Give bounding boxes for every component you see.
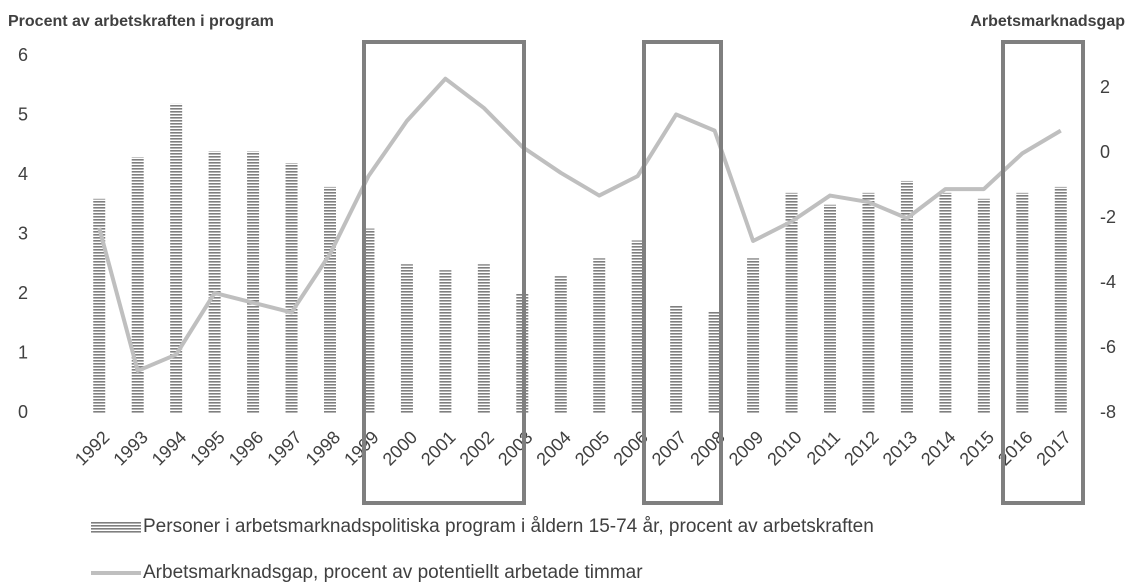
line [97, 76, 1062, 373]
x-tick-label: 1993 [109, 427, 151, 469]
y-axis-title: Procent av arbetskraften i program [8, 13, 274, 30]
y2-tick-label: -2 [1100, 207, 1116, 227]
x-tick-label: 2011 [803, 427, 845, 469]
x-tick-label: 2009 [725, 427, 767, 469]
y-tick-label: 2 [18, 283, 28, 303]
x-tick-label: 1995 [186, 427, 228, 469]
y2-axis-title: Arbetsmarknadsgap [970, 13, 1125, 30]
x-tick-label: 1992 [71, 427, 113, 469]
x-tick-label: 2007 [648, 427, 690, 469]
x-tick-label: 2012 [840, 427, 882, 469]
bar [1016, 192, 1029, 413]
y-tick-label: 6 [18, 45, 28, 65]
y2-tick-label: 0 [1100, 142, 1110, 162]
bar [400, 264, 413, 413]
legend-swatch [91, 521, 141, 533]
bar [477, 264, 490, 413]
x-tick-label: 1998 [302, 427, 344, 469]
highlight-box [362, 40, 526, 505]
bar [862, 192, 875, 413]
legend-label: Arbetsmarknadsgap, procent av potentiell… [143, 562, 643, 583]
x-tick-label: 2005 [571, 427, 613, 469]
bar [824, 204, 836, 413]
x-tick-label: 2000 [379, 427, 421, 469]
y2-tick-label: -6 [1100, 337, 1116, 357]
y2-tick-label: 2 [1100, 77, 1110, 97]
x-tick-label: 2016 [994, 427, 1036, 469]
y-tick-label: 0 [18, 402, 28, 422]
bar [747, 258, 760, 413]
bar [785, 192, 798, 413]
x-tick-label: 2001 [417, 427, 459, 469]
bar [1054, 186, 1067, 413]
highlight-boxes [362, 40, 1085, 505]
x-tick-label: 2014 [917, 427, 959, 469]
x-tick-label: 2003 [494, 427, 536, 469]
bar [170, 103, 183, 413]
bar [977, 198, 990, 413]
bar [324, 186, 336, 413]
bar [708, 311, 721, 413]
bar [208, 151, 221, 413]
x-tick-label: 2002 [456, 427, 498, 469]
x-tick-label: 1997 [263, 427, 305, 469]
bar [93, 198, 106, 413]
x-tick-label: 1996 [225, 427, 267, 469]
bar [593, 258, 606, 413]
x-tick-label: 2017 [1032, 427, 1074, 469]
y2-tick-label: -8 [1100, 402, 1116, 422]
bar [439, 270, 452, 413]
y-tick-label: 5 [18, 104, 28, 124]
x-tick-label: 2015 [956, 427, 998, 469]
x-tick-label: 1994 [148, 427, 190, 469]
bar [631, 240, 644, 413]
highlight-box [642, 40, 723, 505]
x-tick-label: 2010 [763, 427, 805, 469]
bar [939, 192, 952, 413]
x-tick-label: 2004 [532, 427, 574, 469]
bar [247, 151, 260, 413]
y-tick-label: 1 [18, 342, 28, 362]
y2-tick-label: -4 [1100, 272, 1116, 292]
bar [554, 276, 567, 413]
bar [131, 157, 144, 413]
y-tick-label: 3 [18, 223, 28, 243]
legend-label: Personer i arbetsmarknadspolitiska progr… [143, 516, 874, 537]
highlight-box [1001, 40, 1085, 505]
x-tick-label: 2013 [879, 427, 921, 469]
bar [670, 305, 683, 413]
bar [900, 180, 913, 413]
x-tick-label: 1999 [340, 427, 382, 469]
y-tick-label: 4 [18, 164, 28, 184]
bar [285, 163, 298, 413]
